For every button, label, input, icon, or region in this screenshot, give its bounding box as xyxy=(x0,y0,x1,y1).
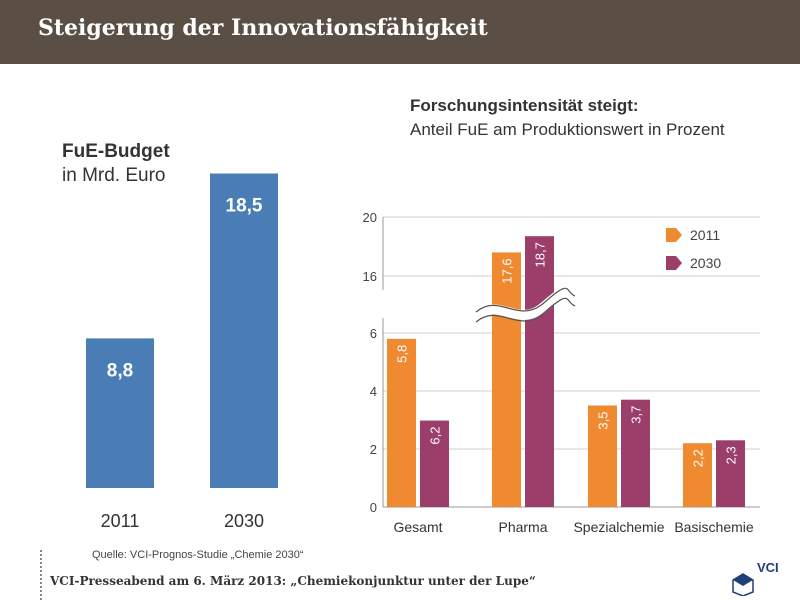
bar-Spezialchemie-2030 xyxy=(621,399,650,507)
legend-marker-2011 xyxy=(666,228,682,242)
footer-divider xyxy=(40,550,42,600)
left-chart-title: FuE-Budget in Mrd. Euro xyxy=(62,140,170,188)
legend-marker-2030 xyxy=(666,256,682,270)
bar-Pharma-2011 xyxy=(492,252,521,507)
bar-value-label: 2,3 xyxy=(724,446,739,464)
bar-value-label: 17,6 xyxy=(500,258,515,283)
bar-value-label: 2,2 xyxy=(691,449,706,467)
budget-value-label: 18,5 xyxy=(226,196,263,217)
axis-break-line xyxy=(475,297,576,323)
x-category-label: Basischemie xyxy=(674,519,754,535)
right-chart-title: Forschungsintensität steigt: Anteil FuE … xyxy=(410,94,725,142)
axis-break-band xyxy=(472,287,578,321)
bar-value-label: 5,8 xyxy=(395,345,410,363)
legend-label: 2030 xyxy=(690,255,721,271)
bar-Gesamt-2011 xyxy=(387,338,416,507)
y-tick-label: 4 xyxy=(370,384,377,399)
source-note: Quelle: VCI-Prognos-Studie „Chemie 2030“ xyxy=(92,549,304,561)
y-tick-label: 0 xyxy=(370,500,377,515)
y-tick-label: 2 xyxy=(370,442,377,457)
x-category-label: Gesamt xyxy=(393,519,442,535)
x-category-label: Spezialchemie xyxy=(573,519,664,535)
y-tick-label: 16 xyxy=(363,269,377,284)
legend-label: 2011 xyxy=(690,227,720,243)
budget-bar-2011 xyxy=(86,338,154,488)
right-chart-title-sub: Anteil FuE am Produktionswert in Prozent xyxy=(410,120,725,139)
x-category-label: Pharma xyxy=(498,519,547,535)
bar-Spezialchemie-2011 xyxy=(588,405,617,507)
bar-value-label: 3,7 xyxy=(629,406,644,424)
logo-text: VCI xyxy=(757,560,779,575)
bar-value-label: 6,2 xyxy=(428,427,443,445)
bar-Basischemie-2011 xyxy=(683,443,712,507)
budget-category-label: 2011 xyxy=(101,511,140,531)
budget-value-label: 8,8 xyxy=(107,360,133,381)
bar-value-label: 18,7 xyxy=(533,242,548,267)
header-bar: Steigerung der Innovationsfähigkeit xyxy=(0,0,800,64)
bar-Gesamt-2030 xyxy=(420,420,449,507)
budget-category-label: 2030 xyxy=(224,511,264,531)
footer-text: VCI-Presseabend am 6. März 2013: „Chemie… xyxy=(50,574,536,588)
left-chart-title-sub: in Mrd. Euro xyxy=(62,165,166,186)
bar-value-label: 3,5 xyxy=(596,412,611,430)
left-chart-title-bold: FuE-Budget xyxy=(62,141,170,162)
budget-bar-2030 xyxy=(210,173,278,488)
y-tick-label: 20 xyxy=(363,210,377,225)
right-chart-title-bold: Forschungsintensität steigt: xyxy=(410,96,639,115)
page-title: Steigerung der Innovationsfähigkeit xyxy=(38,15,488,41)
bar-Pharma-2030 xyxy=(525,236,554,508)
y-tick-label: 6 xyxy=(370,326,377,341)
vci-logo: VCI xyxy=(725,550,797,596)
axis-break-line xyxy=(475,287,576,313)
bar-Basischemie-2030 xyxy=(716,440,745,507)
